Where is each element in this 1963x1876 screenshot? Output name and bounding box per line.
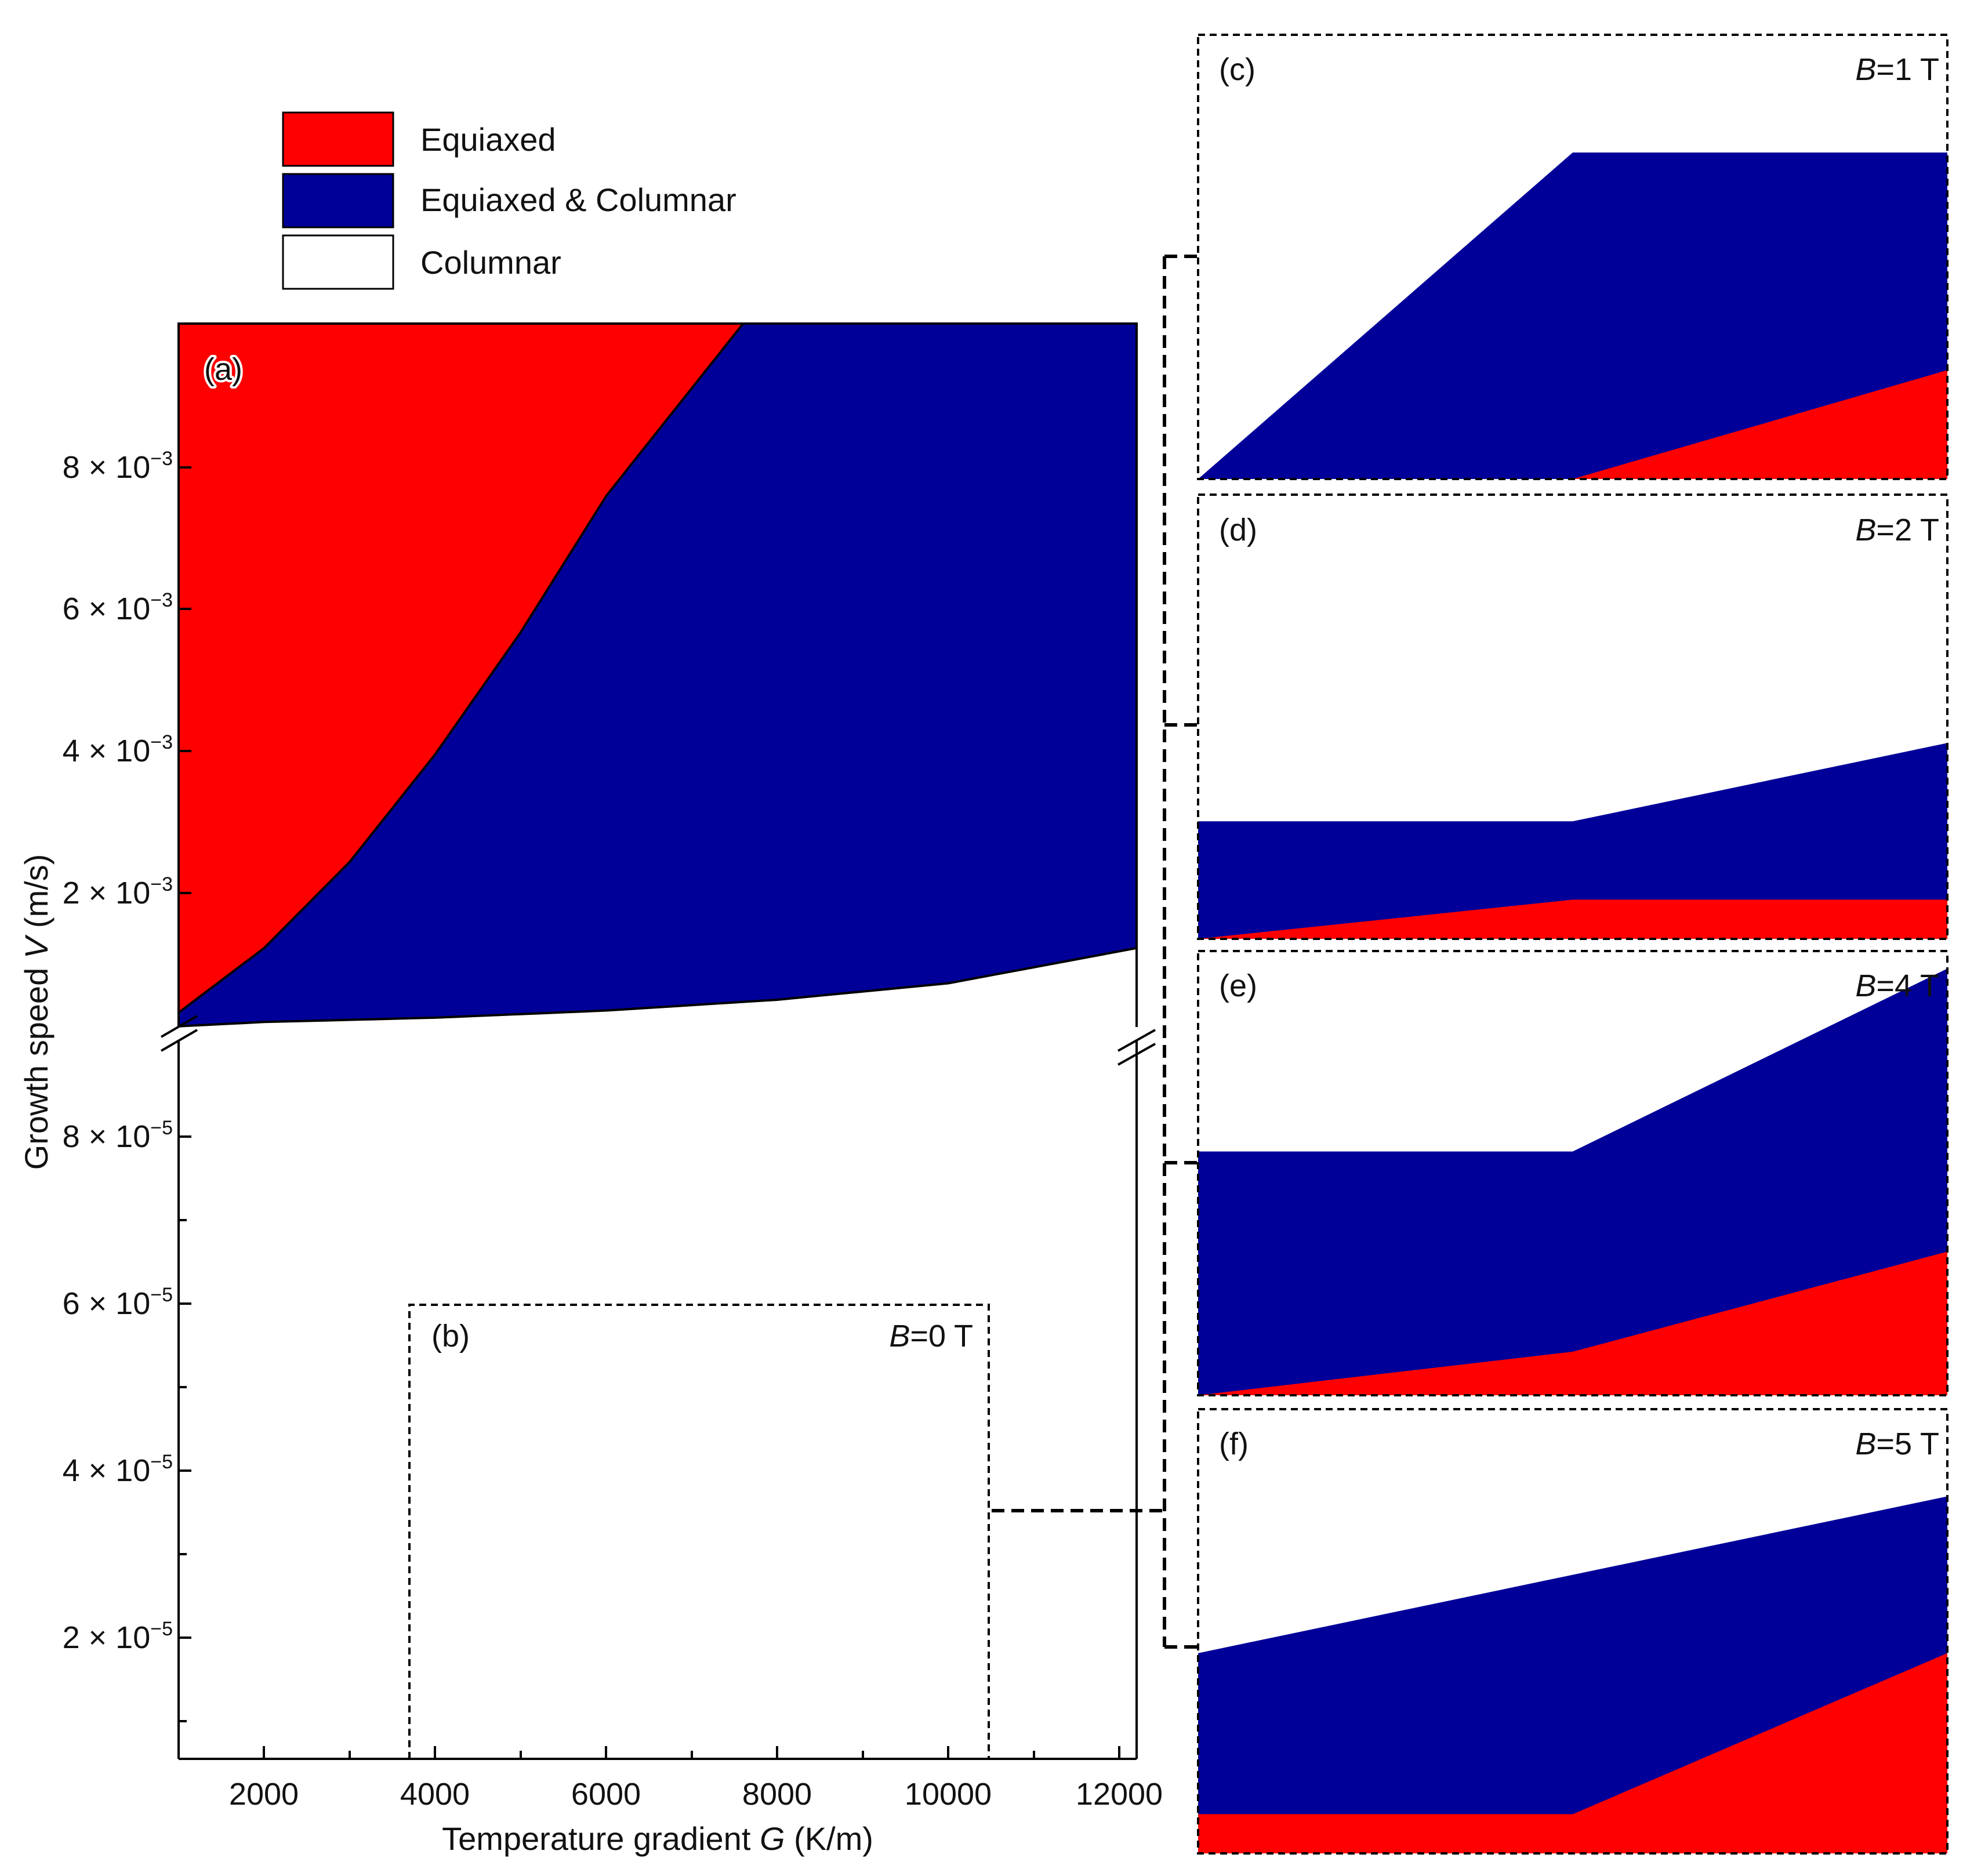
panel-c-field: B=1 T <box>1855 52 1939 87</box>
y-tick-label-upper-2: 2 × 10−3 <box>63 873 173 910</box>
upper-plot-area: (a) (a) <box>177 322 1138 1028</box>
panel-d-label: (d) <box>1219 513 1257 547</box>
y-tick-label-upper-6: 6 × 10−3 <box>63 589 173 626</box>
x-tick-label-6000: 6000 <box>571 1777 641 1812</box>
x-tick-label-10000: 10000 <box>905 1777 992 1812</box>
panel-f-label: (f) <box>1219 1427 1249 1461</box>
legend-label-columnar: Columnar <box>420 244 561 281</box>
panel-c: (c) B=1 T <box>1197 34 1949 480</box>
legend-label-mixed: Equiaxed & Columnar <box>420 182 736 218</box>
x-ticks <box>263 1746 1120 1759</box>
axis-break-marks <box>160 1015 1156 1066</box>
x-tick-labels: 2000 4000 6000 8000 10000 12000 <box>229 1777 1163 1812</box>
panel-d-border <box>1197 494 1949 940</box>
axes <box>177 322 1138 1760</box>
panel-f: (f) B=5 T <box>1197 1408 1949 1855</box>
panel-f-region-equiaxed <box>1198 1653 1947 1853</box>
legend: Equiaxed Equiaxed & Columnar Columnar <box>282 111 736 290</box>
break-left-1 <box>160 1015 198 1038</box>
y-ticks-upper: 2 × 10−3 4 × 10−3 6 × 10−3 8 × 10−3 <box>63 448 191 910</box>
legend-label-equiaxed: Equiaxed <box>420 121 556 158</box>
panel-label-a-text: (a) <box>204 352 242 387</box>
break-left-2 <box>160 1029 198 1052</box>
y-tick-label-lower-6: 6 × 10−5 <box>63 1284 173 1321</box>
inset-b-field: B=0 T <box>889 1319 973 1354</box>
y-tick-label-upper-8: 8 × 10−3 <box>63 448 173 485</box>
panel-d: (d) B=2 T <box>1197 494 1949 940</box>
x-tick-label-2000: 2000 <box>229 1777 299 1812</box>
panel-e-border <box>1197 950 1949 1396</box>
region-equiaxed <box>177 322 746 1015</box>
y-tick-label-lower-2: 2 × 10−5 <box>63 1618 173 1655</box>
x-axis-title: Temperature gradient G (K/m) <box>442 1820 873 1857</box>
panel-d-region-equiaxed <box>1198 899 1947 939</box>
panel-e-field: B=4 T <box>1855 968 1939 1003</box>
panel-e-label: (e) <box>1219 968 1257 1003</box>
y-axis-title: Growth speed V (m/s) <box>18 854 55 1170</box>
y-tick-label-lower-8: 8 × 10−5 <box>63 1117 173 1154</box>
break-right-1 <box>1117 1029 1156 1052</box>
inset-b-label: (b) <box>431 1319 470 1354</box>
main-chart: (a) (a) 2 × 10−3 4 × 10−3 6 × 1 <box>18 322 1163 1857</box>
panel-e-region-equiaxed <box>1198 1251 1947 1395</box>
panel-e: (e) B=4 T <box>1197 950 1949 1396</box>
inset-b: (b) B=0 T <box>408 1304 990 1759</box>
legend-swatch-mixed <box>282 173 394 228</box>
panel-c-region-equiaxed-columnar <box>1198 153 1947 479</box>
y-tick-label-lower-4: 4 × 10−5 <box>63 1451 173 1488</box>
panel-d-field: B=2 T <box>1855 513 1939 547</box>
x-tick-label-4000: 4000 <box>400 1777 470 1812</box>
inset-b-border <box>408 1304 990 1759</box>
panel-d-region-equiaxed-columnar <box>1198 743 1947 939</box>
legend-swatch-equiaxed <box>282 111 394 167</box>
connector-bracket <box>992 255 1197 1649</box>
x-tick-label-12000: 12000 <box>1076 1777 1163 1812</box>
break-right-2 <box>1117 1043 1156 1066</box>
legend-swatch-columnar <box>282 234 394 290</box>
panel-label-a: (a) <box>204 352 242 387</box>
y-tick-label-upper-4: 4 × 10−3 <box>63 731 173 768</box>
y-ticks-lower <box>179 1135 191 1722</box>
panel-e-region-equiaxed-columnar <box>1198 968 1947 1395</box>
panel-c-label: (c) <box>1219 52 1256 87</box>
panel-f-border <box>1197 1408 1949 1855</box>
panel-f-field: B=5 T <box>1855 1427 1939 1461</box>
panel-c-border <box>1197 34 1949 480</box>
panel-c-region-equiaxed <box>1198 370 1947 479</box>
y-tick-labels-lower: 8 × 10−5 6 × 10−5 4 × 10−5 2 × 10−5 <box>63 1117 173 1655</box>
x-tick-label-8000: 8000 <box>742 1777 812 1812</box>
